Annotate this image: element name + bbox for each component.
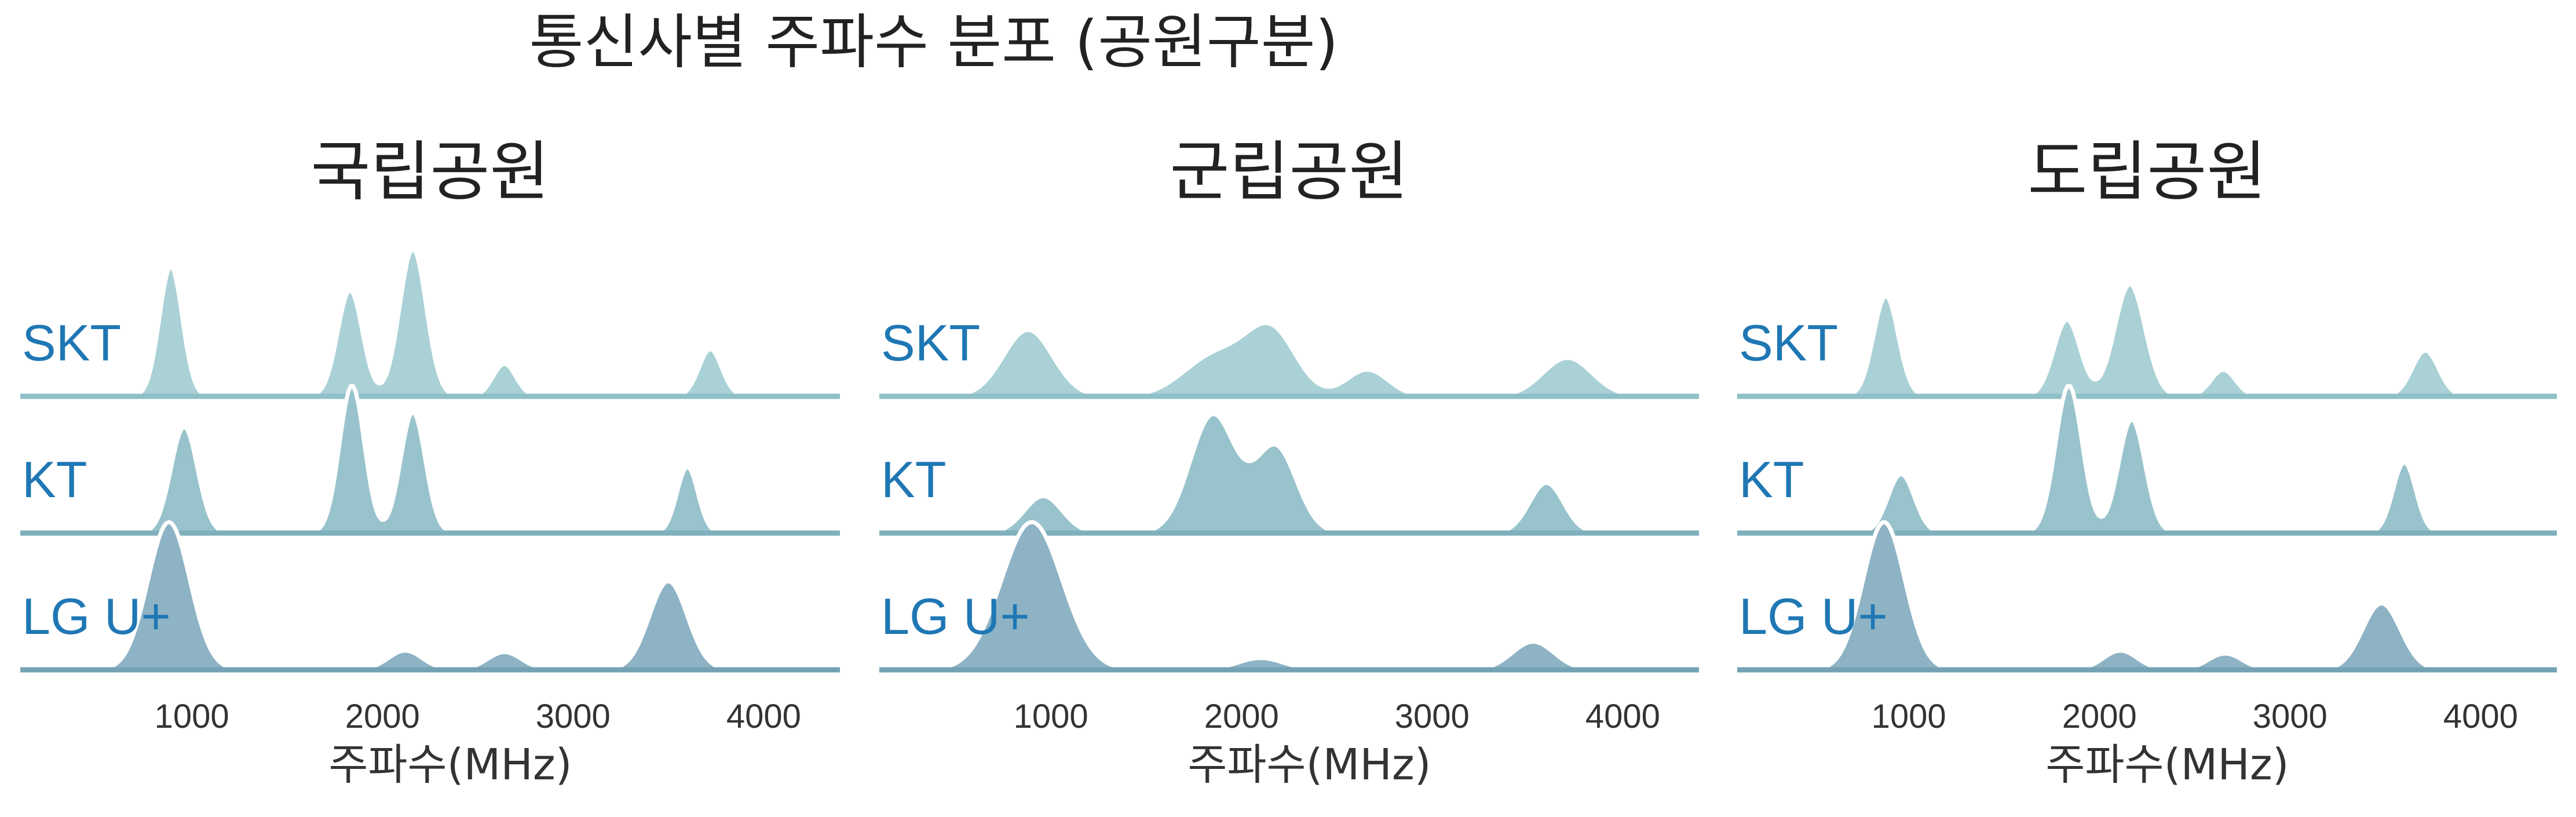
panel-title: 국립공원 <box>310 134 549 210</box>
row-label: KT <box>1739 451 1804 508</box>
x-tick-label: 4000 <box>2443 698 2518 735</box>
x-tick-label: 2000 <box>345 698 420 735</box>
series-skt: SKT <box>879 314 1699 399</box>
panel-title: 도립공원 <box>2027 134 2266 210</box>
ridge-area <box>20 386 840 533</box>
series-skt: SKT <box>1737 282 2557 399</box>
x-tick-label: 3000 <box>536 698 611 735</box>
ridge-outline <box>20 520 840 672</box>
panel-3: 도립공원 SKT KT LG U+ 1000 2000 3000 4000 주파수(MHz) <box>1737 134 2557 790</box>
row-label: LG U+ <box>22 588 171 645</box>
ridge-outline <box>879 520 1699 672</box>
series-kt: KT <box>1737 384 2557 536</box>
ridge-outline <box>1737 384 2557 535</box>
panel-title: 군립공원 <box>1170 134 1408 210</box>
ridge-outline <box>1737 520 2557 672</box>
x-tick-label: 3000 <box>2253 698 2327 735</box>
row-label: SKT <box>1739 314 1838 371</box>
ridge-outline <box>20 384 840 535</box>
ridge-outline <box>879 412 1699 535</box>
x-axis-label: 주파수(MHz) <box>2045 740 2289 790</box>
panel-1: 국립공원 SKT KT LG U+ 1000 2000 3000 4000 주파수(MHz) <box>20 134 840 790</box>
row-label: SKT <box>22 314 121 371</box>
panel-2: 군립공원 SKT KT LG U+ 1000 2000 3000 4000 주파수(MHz) <box>879 134 1699 790</box>
x-tick-label: 1000 <box>1872 698 1946 735</box>
series-lg-u: LG U+ <box>20 520 840 673</box>
x-tick-label: 4000 <box>1585 698 1660 735</box>
x-tick-label: 1000 <box>155 698 229 735</box>
row-label: SKT <box>881 314 980 371</box>
row-label: LG U+ <box>881 588 1030 645</box>
x-tick-label: 2000 <box>1204 698 1279 735</box>
row-label: KT <box>881 451 946 508</box>
series-lg-u: LG U+ <box>879 520 1699 673</box>
series-skt: SKT <box>20 246 840 399</box>
ridge-area <box>1737 522 2557 670</box>
x-tick-label: 2000 <box>2062 698 2137 735</box>
x-tick-label: 1000 <box>1014 698 1088 735</box>
x-axis-label: 주파수(MHz) <box>1187 740 1431 790</box>
row-label: LG U+ <box>1739 588 1888 645</box>
x-axis-label: 주파수(MHz) <box>328 740 572 790</box>
ridge-outline <box>879 321 1699 399</box>
figure-title: 통신사별 주파수 분포 (공원구분) <box>529 8 1339 77</box>
series-kt: KT <box>879 412 1699 536</box>
series-lg-u: LG U+ <box>1737 520 2557 673</box>
ridge-area <box>879 414 1699 533</box>
ridge-outline <box>1737 282 2557 399</box>
row-label: KT <box>22 451 87 508</box>
x-tick-label: 3000 <box>1395 698 1470 735</box>
ridge-area <box>20 522 840 670</box>
ridge-area <box>1737 386 2557 533</box>
ridge-area <box>20 249 840 396</box>
ridge-area <box>879 522 1699 670</box>
ridge-outline <box>20 246 840 399</box>
ridge-area <box>879 323 1699 396</box>
series-kt: KT <box>20 384 840 536</box>
x-tick-label: 4000 <box>726 698 801 735</box>
